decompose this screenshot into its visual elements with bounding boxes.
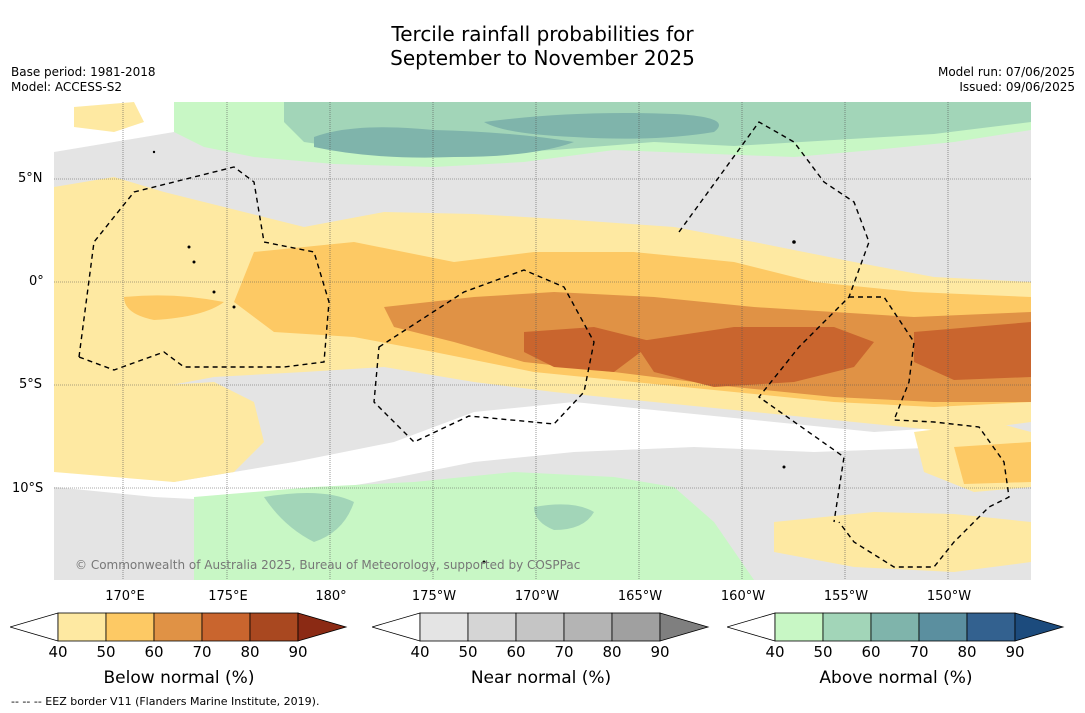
eez-borders <box>78 121 1010 568</box>
colorbar-below-swatch-0 <box>10 612 59 642</box>
below-normal-70-b <box>634 327 874 387</box>
colorbar-below-swatch-6 <box>297 612 348 642</box>
colorbar-near-swatch-3 <box>515 612 565 642</box>
colorbar-below-tick: 80 <box>240 643 260 661</box>
colorbar-above-swatch-5 <box>966 612 1016 642</box>
colorbar-above-tick: 60 <box>861 643 881 661</box>
colorbar-near-tick: 70 <box>554 643 574 661</box>
colorbar-below-tick: 70 <box>192 643 212 661</box>
lon-label-170e: 170°E <box>105 589 145 604</box>
colorbar-near-swatch-6 <box>659 612 710 642</box>
colorbar-near-normal <box>372 612 710 642</box>
colorbar-above-swatch-6 <box>1014 612 1065 642</box>
eez-border-kiribati-gilbert <box>78 166 330 371</box>
metadata-right: Model run: 07/06/2025 Issued: 09/06/2025 <box>938 65 1075 95</box>
map-canvas <box>54 102 1031 580</box>
copyright-notice: © Commonwealth of Australia 2025, Bureau… <box>75 558 581 572</box>
base-period: Base period: 1981-2018 <box>11 65 156 79</box>
colorbar-below-swatch-4 <box>201 612 251 642</box>
colorbar-above-tick: 70 <box>909 643 929 661</box>
gridlines <box>54 102 1031 580</box>
colorbar-near-swatch-1 <box>419 612 469 642</box>
colorbar-below-tick: 60 <box>144 643 164 661</box>
lat-label-5n: 5°N <box>18 171 43 186</box>
colorbar-near-tick: 40 <box>410 643 430 661</box>
colorbar-near-tick: 60 <box>506 643 526 661</box>
model-run-date: Model run: 07/06/2025 <box>937 65 1075 79</box>
colorbar-near-swatch-0 <box>372 612 421 642</box>
colorbar-near-tick: 80 <box>602 643 622 661</box>
lat-label-5s: 5°S <box>19 377 43 392</box>
above-normal-south-50b <box>534 504 594 530</box>
lon-label-175e: 175°E <box>208 589 248 604</box>
white-gap-south <box>54 402 1031 502</box>
lon-label-170w: 170°W <box>514 589 560 604</box>
colorbar-above-tick: 40 <box>765 643 785 661</box>
colorbar-below-swatch-3 <box>153 612 203 642</box>
metadata-left: Base period: 1981-2018 Model: ACCESS-S2 <box>11 65 156 95</box>
below-normal-40-southwest <box>54 382 264 482</box>
colorbar-near-swatch-5 <box>611 612 661 642</box>
colorbar-below-tick: 90 <box>288 643 308 661</box>
colorbar-near-tick: 50 <box>458 643 478 661</box>
colorbar-below-swatch-5 <box>249 612 299 642</box>
below-normal-50-south-patch <box>954 442 1031 484</box>
above-normal-south-50a <box>264 493 354 542</box>
colorbar-above-swatch-0 <box>727 612 776 642</box>
map-title-line1: Tercile rainfall probabilities for <box>391 22 694 46</box>
rainfall-probability-map <box>54 102 1031 580</box>
below-normal-50-west-patch <box>124 295 224 320</box>
colorbar-below-tick: 40 <box>48 643 68 661</box>
colorbar-near-swatch-2 <box>467 612 517 642</box>
lon-label-165w: 165°W <box>617 589 663 604</box>
above-normal-north-60b <box>484 113 719 139</box>
colorbar-above-swatch-4 <box>918 612 968 642</box>
below-normal-70-c <box>914 322 1031 380</box>
map-title: Tercile rainfall probabilities for Septe… <box>0 22 1085 70</box>
lon-label-175w: 175°W <box>411 589 457 604</box>
colorbar-below-swatch-2 <box>105 612 155 642</box>
lat-label-0: 0° <box>29 274 44 289</box>
colorbar-near-title: Near normal (%) <box>470 668 612 688</box>
island-markers <box>152 150 796 564</box>
colorbar-above-swatch-1 <box>774 612 824 642</box>
colorbar-below-swatch-1 <box>57 612 107 642</box>
colorbar-above-swatch-3 <box>870 612 920 642</box>
above-normal-north-60 <box>314 127 574 158</box>
colorbar-above-title: Above normal (%) <box>819 668 973 688</box>
colorbar-near-swatch-4 <box>563 612 613 642</box>
eez-border-east <box>838 296 1010 568</box>
colorbar-below-title: Below normal (%) <box>103 668 255 688</box>
colorbar-below-tick: 50 <box>96 643 116 661</box>
lon-label-150w: 150°W <box>926 589 972 604</box>
below-normal-70-a <box>524 327 654 372</box>
lon-label-180: 180° <box>315 589 347 604</box>
colorbar-above-swatch-2 <box>822 612 872 642</box>
colorbar-below-normal <box>10 612 348 642</box>
below-normal-40-north <box>74 102 144 132</box>
lon-label-155w: 155°W <box>823 589 869 604</box>
issued-date: Issued: 09/06/2025 <box>959 80 1075 94</box>
lon-label-160w: 160°W <box>720 589 766 604</box>
colorbar-above-tick: 90 <box>1005 643 1025 661</box>
map-title-line2: September to November 2025 <box>390 46 695 70</box>
lat-label-10s: 10°S <box>12 481 44 496</box>
colorbar-above-tick: 50 <box>813 643 833 661</box>
eez-border-line-islands <box>678 121 870 523</box>
below-normal-40-south-strip <box>774 512 1031 572</box>
model-name: Model: ACCESS-S2 <box>11 80 123 94</box>
colorbar-above-normal <box>727 612 1065 642</box>
eez-border-footnote: -- -- -- EEZ border V11 (Flanders Marine… <box>11 695 320 708</box>
colorbar-above-tick: 80 <box>957 643 977 661</box>
eez-border-phoenix <box>373 269 595 443</box>
colorbar-near-tick: 90 <box>650 643 670 661</box>
